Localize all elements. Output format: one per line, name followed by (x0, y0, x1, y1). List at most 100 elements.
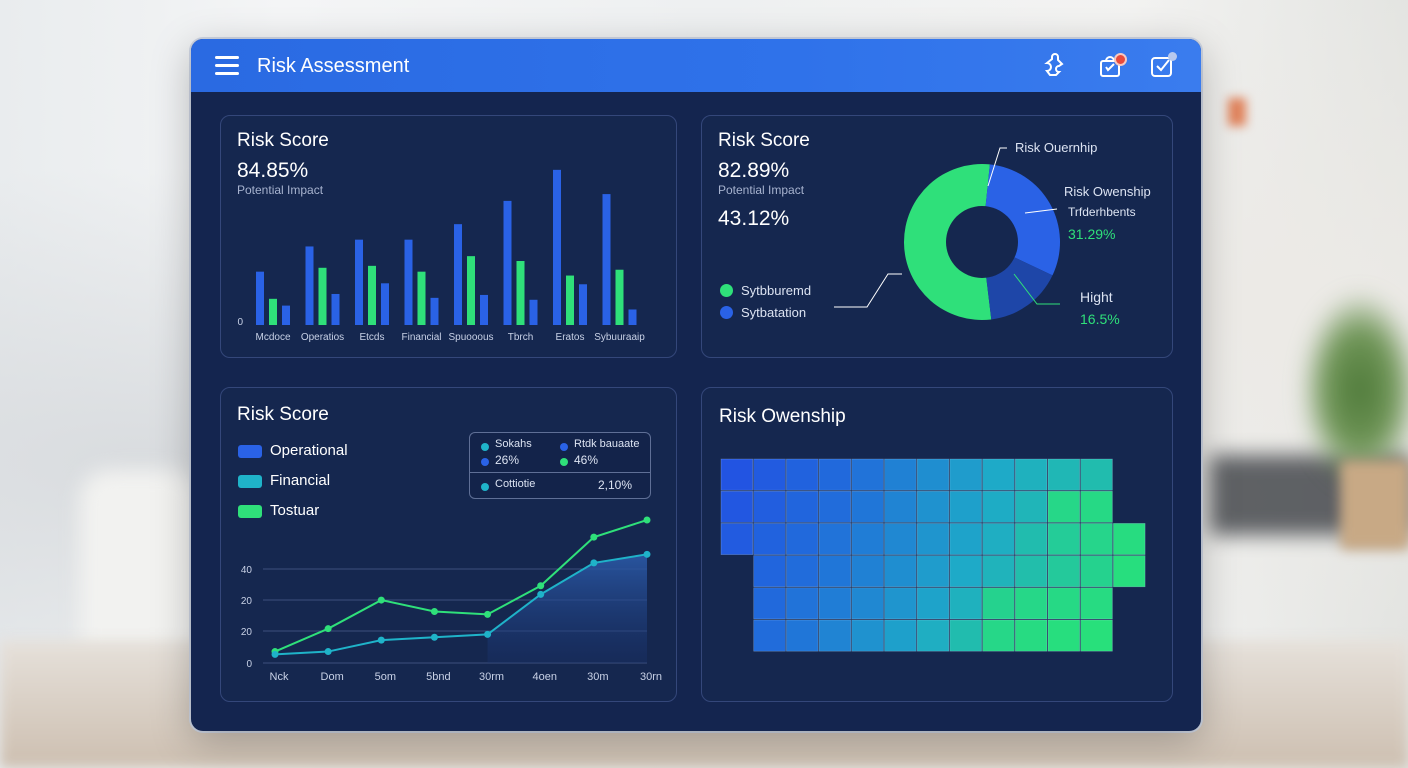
heatmap-cell[interactable] (818, 523, 852, 555)
heatmap-cell[interactable] (720, 458, 754, 491)
bar-blue-1[interactable] (602, 194, 611, 325)
bar-blue-1[interactable] (553, 169, 561, 325)
bar-green[interactable] (516, 261, 525, 325)
bar-green[interactable] (467, 256, 475, 325)
bar-blue-2[interactable] (480, 294, 488, 325)
heatmap-cell[interactable] (1080, 587, 1113, 620)
heatmap-cell[interactable] (916, 458, 950, 491)
heatmap-cell[interactable] (786, 458, 819, 491)
heatmap-cell[interactable] (851, 619, 884, 652)
heatmap-cell[interactable] (1014, 587, 1048, 620)
heatmap-cell[interactable] (916, 619, 950, 652)
heatmap-cell[interactable] (1014, 619, 1048, 652)
heatmap-cell[interactable] (753, 490, 786, 523)
heatmap-cell[interactable] (1047, 523, 1081, 555)
heatmap-cell[interactable] (949, 619, 982, 652)
heatmap-cell[interactable] (818, 587, 852, 620)
heatmap-cell[interactable] (1080, 490, 1113, 523)
data-point[interactable] (430, 608, 438, 616)
data-point[interactable] (643, 550, 651, 558)
heatmap-cell[interactable] (884, 555, 917, 588)
heatmap-cell[interactable] (916, 555, 950, 588)
heatmap-cell[interactable] (753, 555, 786, 588)
bar-green[interactable] (368, 265, 376, 325)
heatmap-cell[interactable] (982, 587, 1015, 620)
bag-icon[interactable] (1095, 51, 1127, 81)
hamburger-menu-icon[interactable] (215, 56, 239, 76)
heatmap-cell[interactable] (818, 619, 852, 652)
heatmap-cell[interactable] (1014, 523, 1048, 555)
heatmap-cell[interactable] (982, 490, 1015, 523)
heatmap-cell[interactable] (1047, 555, 1081, 588)
bar-green[interactable] (566, 275, 574, 325)
heatmap-cell[interactable] (884, 619, 917, 652)
bar-blue-2[interactable] (529, 299, 538, 325)
data-point[interactable] (537, 582, 545, 590)
bar-blue-1[interactable] (454, 224, 462, 325)
heatmap-cell[interactable] (851, 523, 884, 555)
data-point[interactable] (271, 650, 279, 658)
bar-blue-1[interactable] (503, 200, 512, 325)
heatmap-cell[interactable] (982, 523, 1015, 555)
heatmap-cell[interactable] (1014, 458, 1048, 491)
bar-blue-2[interactable] (628, 309, 637, 325)
heatmap-cell[interactable] (1014, 555, 1048, 588)
heatmap-cell[interactable] (851, 458, 884, 491)
data-point[interactable] (377, 636, 385, 644)
bar-blue-1[interactable] (256, 271, 264, 325)
bar-blue-1[interactable] (355, 239, 363, 325)
heatmap-cell[interactable] (949, 523, 982, 555)
heatmap-cell[interactable] (1113, 523, 1146, 555)
heatmap-cell[interactable] (720, 523, 754, 555)
heatmap-cell[interactable] (720, 490, 754, 523)
heatmap-cell[interactable] (884, 458, 917, 491)
bar-green[interactable] (615, 269, 624, 325)
data-point[interactable] (590, 533, 598, 541)
bar-blue-2[interactable] (430, 297, 439, 325)
data-point[interactable] (430, 633, 438, 641)
heatmap-cell[interactable] (1047, 458, 1081, 491)
heatmap-cell[interactable] (786, 523, 819, 555)
heatmap-cell[interactable] (851, 587, 884, 620)
heatmap-cell[interactable] (818, 490, 852, 523)
bar-blue-2[interactable] (381, 283, 389, 325)
heatmap-cell[interactable] (786, 490, 819, 523)
heatmap-cell[interactable] (786, 587, 819, 620)
data-point[interactable] (484, 630, 492, 638)
heatmap-cell[interactable] (818, 555, 852, 588)
bar-blue-2[interactable] (579, 284, 587, 325)
data-point[interactable] (537, 590, 545, 598)
heatmap-cell[interactable] (982, 555, 1015, 588)
heatmap-cell[interactable] (884, 587, 917, 620)
bar-blue-2[interactable] (331, 293, 340, 325)
bar-green[interactable] (269, 298, 277, 325)
heatmap-cell[interactable] (884, 523, 917, 555)
heatmap-cell[interactable] (982, 619, 1015, 652)
heatmap-cell[interactable] (1080, 523, 1113, 555)
heatmap-cell[interactable] (982, 458, 1015, 491)
bar-blue-2[interactable] (282, 305, 290, 325)
heatmap-cell[interactable] (1080, 619, 1113, 652)
data-point[interactable] (324, 625, 332, 633)
heatmap-cell[interactable] (786, 555, 819, 588)
bar-green[interactable] (417, 271, 426, 325)
heatmap-cell[interactable] (1047, 587, 1081, 620)
data-point[interactable] (324, 648, 332, 656)
checkbox-icon[interactable] (1147, 51, 1177, 81)
data-point[interactable] (643, 516, 651, 524)
heatmap-cell[interactable] (916, 587, 950, 620)
heatmap-cell[interactable] (851, 555, 884, 588)
heatmap-cell[interactable] (1113, 555, 1146, 588)
bar-blue-1[interactable] (305, 246, 314, 325)
heatmap-cell[interactable] (949, 555, 982, 588)
data-point[interactable] (590, 559, 598, 567)
heatmap-cell[interactable] (884, 490, 917, 523)
heatmap-cell[interactable] (1080, 555, 1113, 588)
heatmap-cell[interactable] (949, 587, 982, 620)
heatmap-cell[interactable] (753, 587, 786, 620)
heatmap-cell[interactable] (1047, 619, 1081, 652)
heatmap-cell[interactable] (1047, 490, 1081, 523)
heatmap-cell[interactable] (1014, 490, 1048, 523)
heatmap-cell[interactable] (916, 490, 950, 523)
heatmap-cell[interactable] (851, 490, 884, 523)
